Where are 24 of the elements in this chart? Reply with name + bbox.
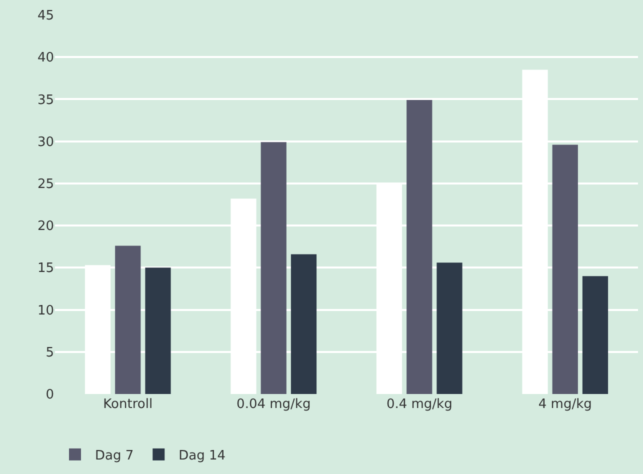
y-tick-label: 10 (37, 303, 54, 318)
bar (436, 262, 462, 394)
legend-label: Dag 14 (178, 448, 226, 464)
legend-label: Dag 7 (95, 448, 134, 464)
bar (582, 276, 608, 394)
x-tick-label: 4 mg/kg (538, 397, 592, 412)
bar (145, 268, 171, 394)
y-tick-label: 30 (37, 134, 54, 150)
y-tick-label: 5 (46, 345, 54, 360)
x-tick-label: Kontroll (103, 397, 153, 412)
y-tick-label: 20 (37, 219, 54, 234)
y-tick-label: 40 (37, 50, 54, 66)
y-tick-label: 35 (37, 92, 54, 108)
y-tick-label: 25 (37, 176, 54, 192)
bar (260, 142, 286, 394)
y-tick-label: 0 (46, 388, 54, 403)
bar (115, 246, 141, 394)
bar (290, 254, 317, 394)
y-tick-label: 15 (37, 261, 54, 276)
x-tick-label: 0.04 mg/kg (236, 397, 311, 412)
bar (406, 100, 432, 394)
y-tick-label: 45 (37, 8, 54, 24)
bar (552, 144, 578, 394)
x-tick-label: 0.4 mg/kg (386, 397, 452, 412)
